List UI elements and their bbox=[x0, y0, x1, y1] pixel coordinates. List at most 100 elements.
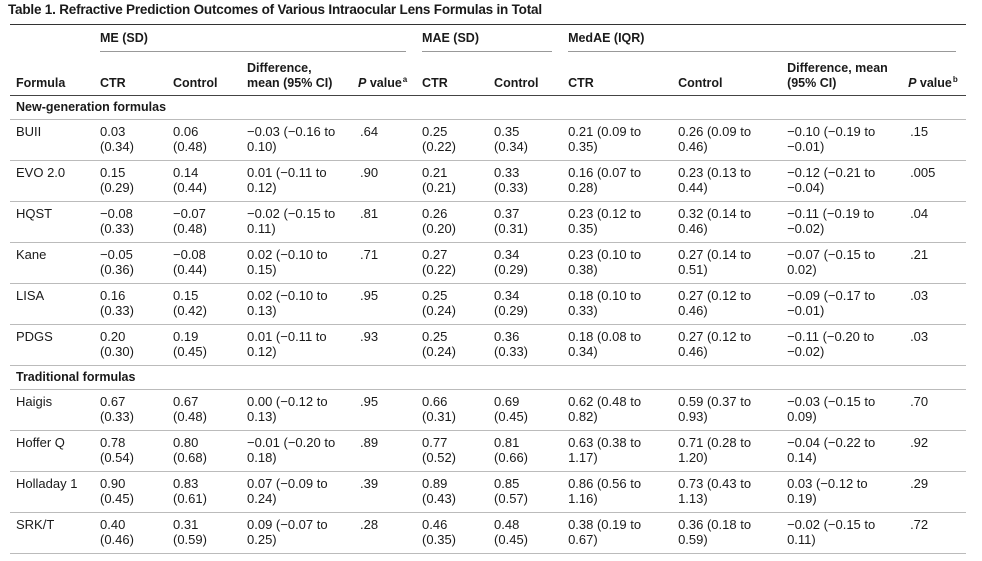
cell: 0.63 (0.38 to 1.17) bbox=[562, 430, 673, 472]
column-header-italic: P bbox=[908, 76, 917, 90]
footnote-mark: a bbox=[402, 75, 408, 84]
data-row: LISA 0.16 (0.33) 0.15 (0.42) 0.02 (−0.10 to… bbox=[10, 283, 967, 325]
cell: 0.46 (0.35) bbox=[416, 512, 489, 554]
cell: −0.11 (−0.20 to −0.02) bbox=[781, 324, 903, 366]
cell: .29 bbox=[902, 471, 967, 513]
data-row: HQST −0.08 (0.33) −0.07 (0.48) −0.02 (−0.15… bbox=[10, 201, 967, 243]
column-header: Difference, mean (95% CI) bbox=[241, 57, 352, 96]
cell: 0.18 (0.08 to 0.34) bbox=[562, 324, 673, 366]
data-row: Kane −0.05 (0.36) −0.08 (0.44) 0.02 (−0.10 … bbox=[10, 242, 967, 284]
group-label: MedAE (IQR) bbox=[568, 31, 957, 52]
cell: −0.10 (−0.19 to −0.01) bbox=[781, 119, 903, 161]
cell: 0.71 (0.28 to 1.20) bbox=[672, 430, 782, 472]
cell: 0.09 (−0.07 to 0.25) bbox=[241, 512, 352, 554]
column-header-text: Difference, mean (95% CI) bbox=[787, 61, 888, 90]
cell: −0.12 (−0.21 to −0.04) bbox=[781, 160, 903, 202]
formula-name: HQST bbox=[10, 201, 94, 243]
cell: .92 bbox=[902, 430, 967, 472]
cell: 0.32 (0.14 to 0.46) bbox=[672, 201, 782, 243]
cell: 0.02 (−0.10 to 0.13) bbox=[241, 283, 352, 325]
cell: .95 bbox=[352, 283, 417, 325]
column-header: CTR bbox=[562, 57, 673, 96]
cell: 0.20 (0.30) bbox=[94, 324, 167, 366]
cell: 0.34 (0.29) bbox=[488, 242, 563, 284]
cell: 0.37 (0.31) bbox=[488, 201, 563, 243]
cell: 0.25 (0.24) bbox=[416, 324, 489, 366]
cell: 0.26 (0.20) bbox=[416, 201, 489, 243]
section-label: New-generation formulas bbox=[10, 95, 967, 120]
cell: 0.23 (0.10 to 0.38) bbox=[562, 242, 673, 284]
formula-name: LISA bbox=[10, 283, 94, 325]
cell: −0.08 (0.33) bbox=[94, 201, 167, 243]
data-row: Hoffer Q 0.78 (0.54) 0.80 (0.68) −0.01 (−0.… bbox=[10, 430, 967, 472]
section-label: Traditional formulas bbox=[10, 365, 967, 390]
data-row: SRK/T 0.40 (0.46) 0.31 (0.59) 0.09 (−0.07 t… bbox=[10, 512, 967, 554]
cell: 0.23 (0.13 to 0.44) bbox=[672, 160, 782, 202]
cell: .89 bbox=[352, 430, 417, 472]
formula-name: EVO 2.0 bbox=[10, 160, 94, 202]
cell: .71 bbox=[352, 242, 417, 284]
column-header: P valuea bbox=[352, 57, 417, 96]
cell: 0.03 (−0.12 to 0.19) bbox=[781, 471, 903, 513]
cell: 0.25 (0.22) bbox=[416, 119, 489, 161]
column-header-text: CTR bbox=[568, 76, 594, 90]
cell: .28 bbox=[352, 512, 417, 554]
cell: 0.16 (0.07 to 0.28) bbox=[562, 160, 673, 202]
cell: 0.27 (0.22) bbox=[416, 242, 489, 284]
cell: .93 bbox=[352, 324, 417, 366]
group-header-row: ME (SD) MAE (SD) MedAE (IQR) bbox=[10, 25, 966, 58]
cell: 0.25 (0.24) bbox=[416, 283, 489, 325]
cell: 0.66 (0.31) bbox=[416, 389, 489, 431]
cell: 0.35 (0.34) bbox=[488, 119, 563, 161]
cell: 0.38 (0.19 to 0.67) bbox=[562, 512, 673, 554]
cell: 0.78 (0.54) bbox=[94, 430, 167, 472]
empty-cell bbox=[10, 25, 94, 58]
cell: 0.14 (0.44) bbox=[167, 160, 241, 202]
cell: 0.15 (0.42) bbox=[167, 283, 241, 325]
column-header-text: value bbox=[369, 76, 402, 90]
cell: 0.27 (0.12 to 0.46) bbox=[672, 283, 782, 325]
column-header-text: Control bbox=[678, 76, 723, 90]
cell: 0.06 (0.48) bbox=[167, 119, 241, 161]
cell: 0.59 (0.37 to 0.93) bbox=[672, 389, 782, 431]
cell: 0.48 (0.45) bbox=[488, 512, 563, 554]
cell: −0.02 (−0.15 to 0.11) bbox=[781, 512, 903, 554]
cell: .03 bbox=[902, 283, 967, 325]
data-row: Holladay 1 0.90 (0.45) 0.83 (0.61) 0.07 (−0… bbox=[10, 471, 967, 513]
formula-name: BUII bbox=[10, 119, 94, 161]
cell: 0.34 (0.29) bbox=[488, 283, 563, 325]
cell: 0.81 (0.66) bbox=[488, 430, 563, 472]
cell: 0.21 (0.09 to 0.35) bbox=[562, 119, 673, 161]
column-header: Formula bbox=[10, 57, 94, 96]
column-header: P valueb bbox=[902, 57, 967, 96]
cell: −0.02 (−0.15 to 0.11) bbox=[241, 201, 352, 243]
cell: 0.80 (0.68) bbox=[167, 430, 241, 472]
cell: 0.26 (0.09 to 0.46) bbox=[672, 119, 782, 161]
column-header-text: Control bbox=[173, 76, 218, 90]
cell: .03 bbox=[902, 324, 967, 366]
cell: 0.07 (−0.09 to 0.24) bbox=[241, 471, 352, 513]
cell: 0.00 (−0.12 to 0.13) bbox=[241, 389, 352, 431]
formula-name: SRK/T bbox=[10, 512, 94, 554]
cell: 0.36 (0.18 to 0.59) bbox=[672, 512, 782, 554]
column-header: Control bbox=[488, 57, 563, 96]
cell: 0.86 (0.56 to 1.16) bbox=[562, 471, 673, 513]
cell: 0.40 (0.46) bbox=[94, 512, 167, 554]
cell: −0.03 (−0.16 to 0.10) bbox=[241, 119, 352, 161]
cell: .90 bbox=[352, 160, 417, 202]
cell: 0.90 (0.45) bbox=[94, 471, 167, 513]
column-header: CTR bbox=[94, 57, 167, 96]
cell: −0.03 (−0.15 to 0.09) bbox=[781, 389, 903, 431]
cell: 0.69 (0.45) bbox=[488, 389, 563, 431]
formula-name: Hoffer Q bbox=[10, 430, 94, 472]
group-label: MAE (SD) bbox=[422, 31, 553, 52]
cell: 0.01 (−0.11 to 0.12) bbox=[241, 160, 352, 202]
cell: −0.01 (−0.20 to 0.18) bbox=[241, 430, 352, 472]
cell: 0.89 (0.43) bbox=[416, 471, 489, 513]
cell: .64 bbox=[352, 119, 417, 161]
cell: 0.16 (0.33) bbox=[94, 283, 167, 325]
formula-name: Kane bbox=[10, 242, 94, 284]
section-row: Traditional formulas bbox=[10, 365, 967, 390]
cell: .39 bbox=[352, 471, 417, 513]
cell: 0.62 (0.48 to 0.82) bbox=[562, 389, 673, 431]
